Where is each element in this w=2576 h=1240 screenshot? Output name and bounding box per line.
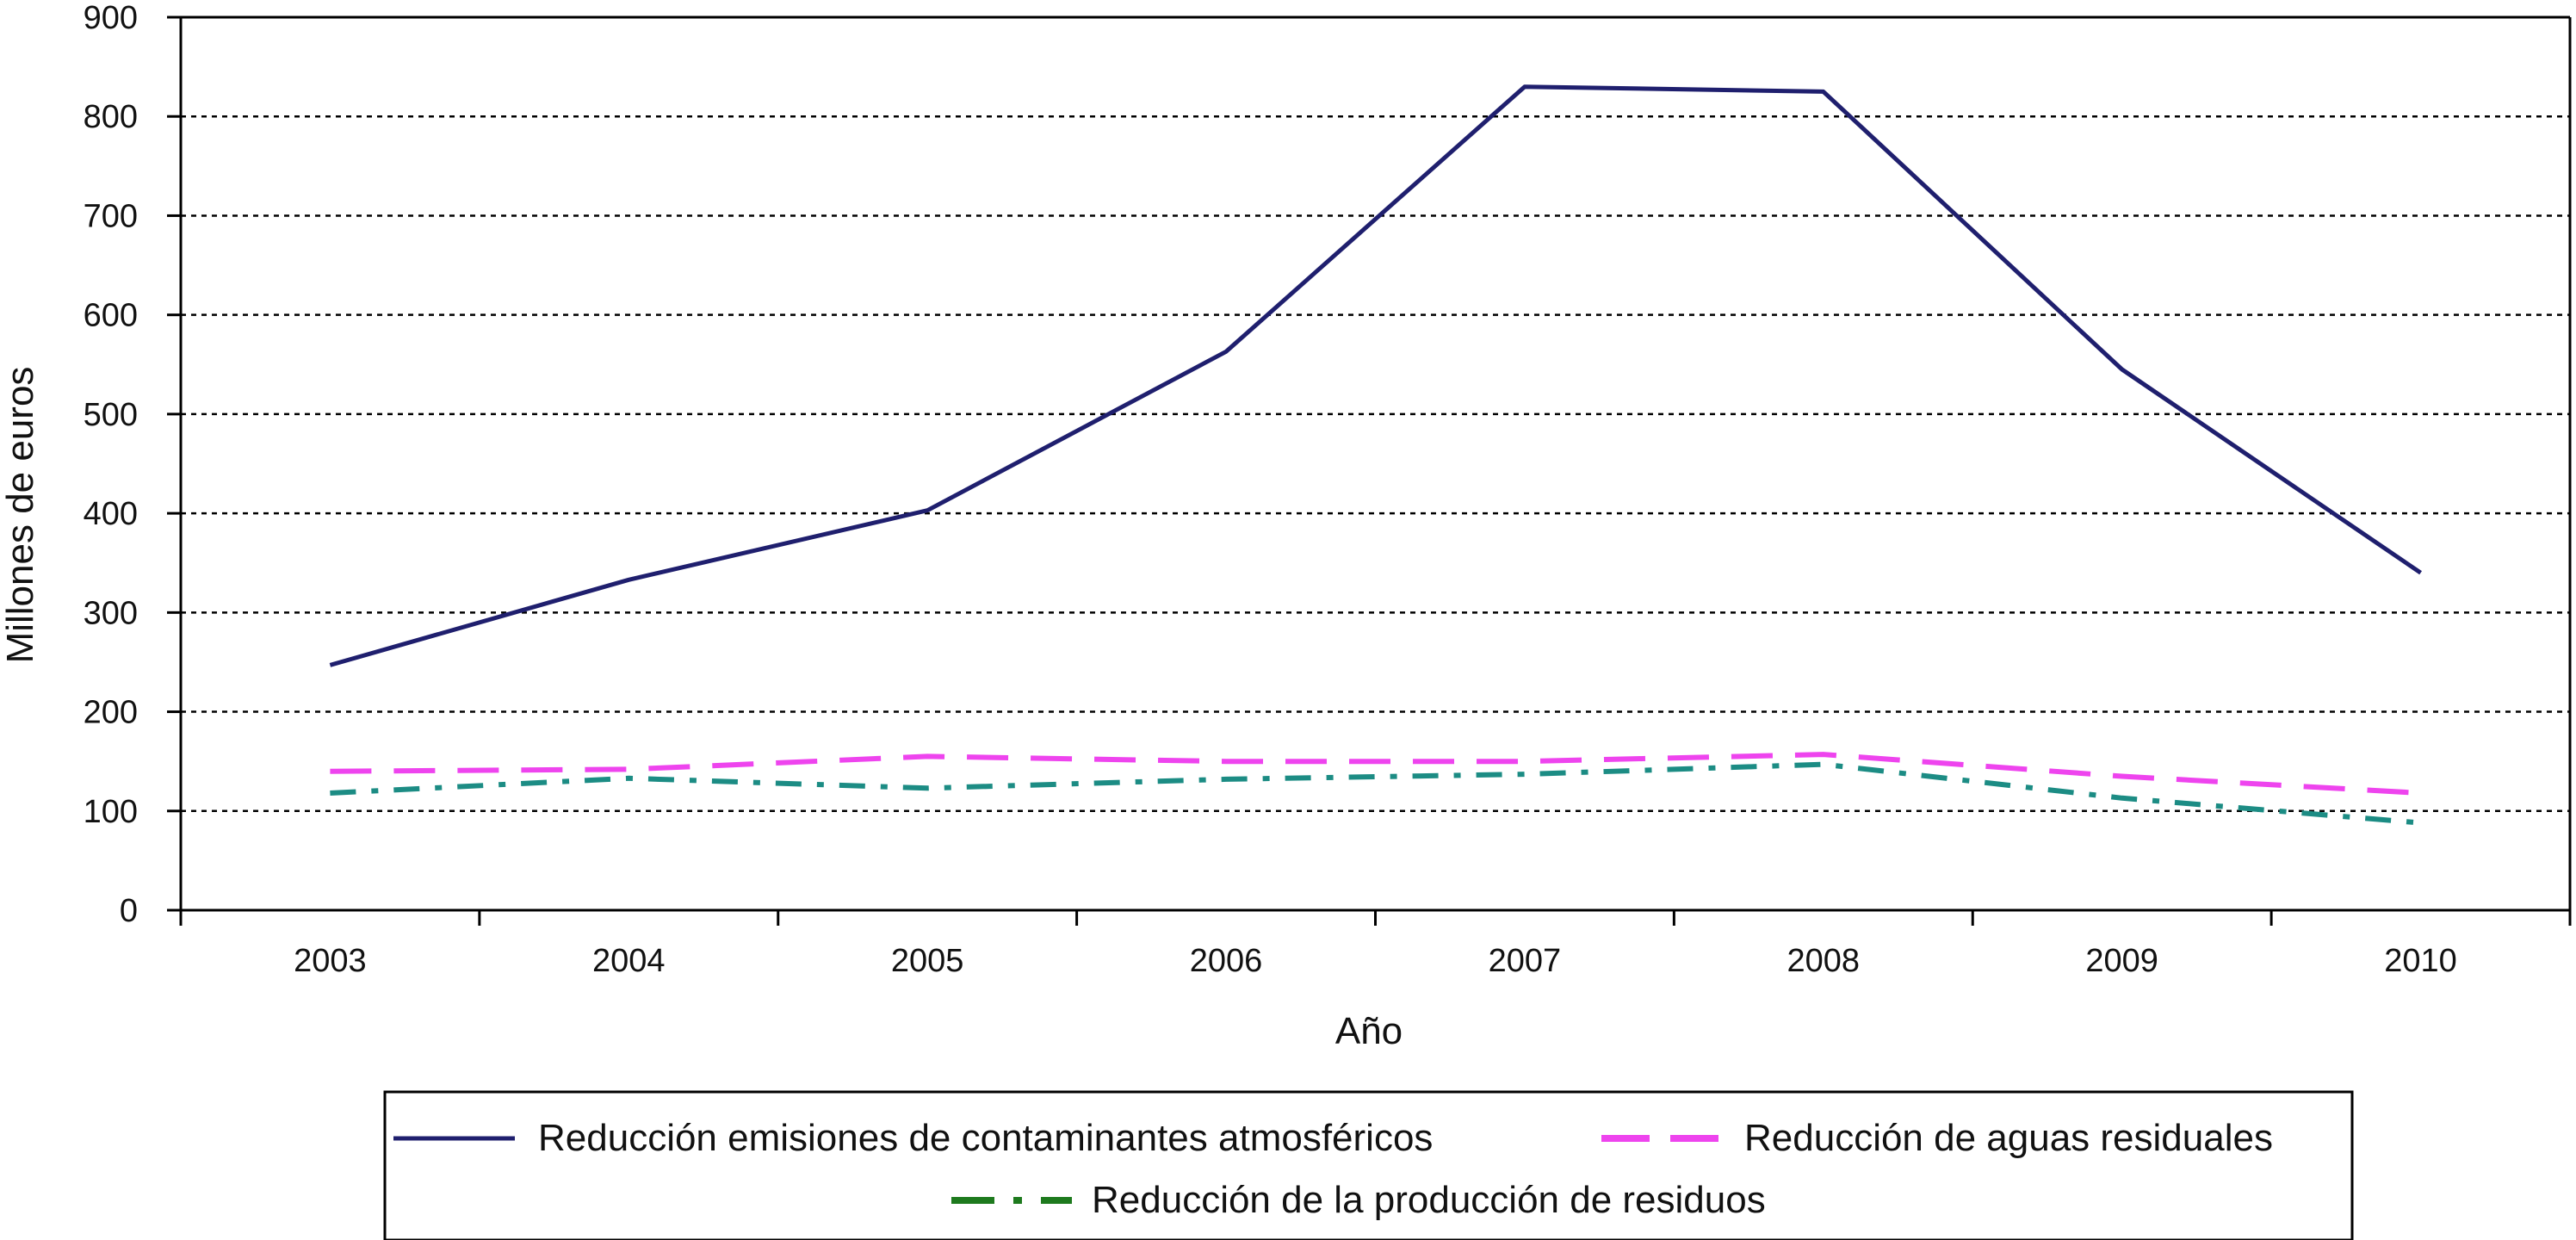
x-tick-label: 2009: [2085, 943, 2158, 979]
y-tick-label: 200: [84, 695, 138, 731]
legend-label-1: Reducción emisiones de contaminantes atm…: [538, 1117, 1433, 1159]
y-tick-labels: 0 100 200 300 400 500 600 700 800 900: [84, 0, 138, 929]
legend: Reducción emisiones de contaminantes atm…: [383, 1090, 2354, 1240]
y-tick-label: 800: [84, 99, 138, 135]
axes: [167, 16, 2572, 926]
y-axis-title: Millones de euros: [0, 367, 41, 664]
legend-label-2: Reducción de aguas residuales: [1744, 1117, 2273, 1159]
x-tick-label: 2010: [2384, 943, 2457, 979]
x-tick-label: 2007: [1489, 943, 1562, 979]
x-tick-labels: 2003 2004 2005 2006 2007 2008 2009 2010: [294, 943, 2457, 979]
x-tick-label: 2008: [1787, 943, 1861, 979]
series-line-2: [330, 752, 2421, 796]
legend-label-3: Reducción de la producción de residuos: [1092, 1179, 1766, 1221]
x-tick-label: 2005: [891, 943, 964, 979]
y-tick-label: 600: [84, 298, 138, 334]
y-tick-label: 700: [84, 198, 138, 234]
series-lines: [329, 84, 2423, 826]
y-tick-label: 0: [120, 893, 138, 929]
y-tick-label: 400: [84, 496, 138, 532]
series-line-1: [329, 84, 2423, 667]
y-tick-label: 300: [84, 595, 138, 631]
legend-box: [383, 1090, 2354, 1240]
x-tick-label: 2004: [592, 943, 666, 979]
series-line-3: [330, 761, 2421, 826]
x-tick-label: 2003: [294, 943, 367, 979]
y-tick-label: 900: [84, 0, 138, 36]
x-axis-title: Año: [1335, 1010, 1403, 1052]
y-tick-label: 100: [84, 794, 138, 830]
y-tick-label: 500: [84, 397, 138, 433]
x-tick-label: 2006: [1190, 943, 1263, 979]
